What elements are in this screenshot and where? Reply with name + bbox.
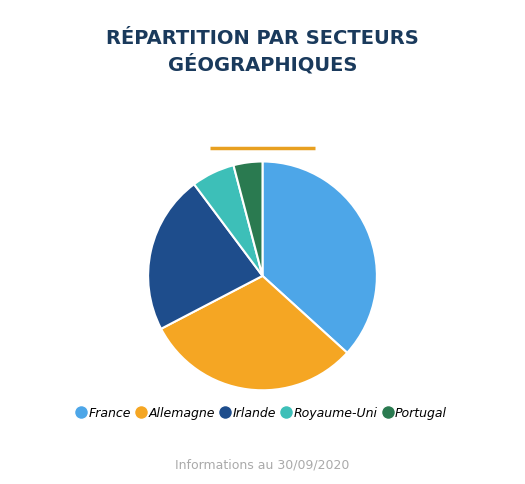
Wedge shape bbox=[262, 162, 377, 353]
Legend: France, Allemagne, Irlande, Royaume-Uni, Portugal: France, Allemagne, Irlande, Royaume-Uni,… bbox=[74, 402, 452, 424]
Wedge shape bbox=[194, 165, 262, 276]
Wedge shape bbox=[148, 184, 262, 329]
Text: Informations au 30/09/2020: Informations au 30/09/2020 bbox=[175, 459, 350, 472]
Wedge shape bbox=[161, 276, 347, 390]
Text: RÉPARTITION PAR SECTEURS
GÉOGRAPHIQUES: RÉPARTITION PAR SECTEURS GÉOGRAPHIQUES bbox=[106, 29, 419, 75]
Wedge shape bbox=[234, 162, 262, 276]
